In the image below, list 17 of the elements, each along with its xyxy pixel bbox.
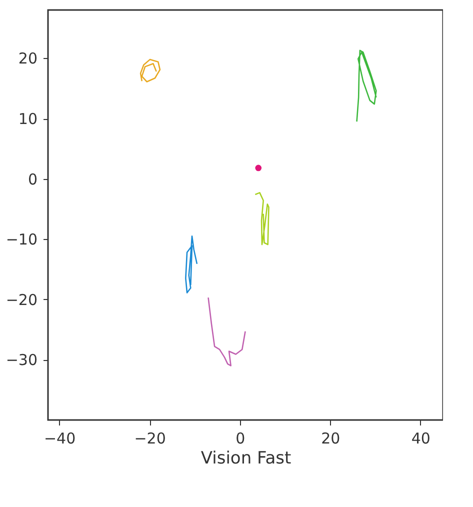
x-tick-label: 0 <box>236 430 246 448</box>
y-tick-label: 20 <box>18 50 38 68</box>
line-series <box>254 192 270 246</box>
line-series <box>208 296 246 366</box>
y-tick-label: 0 <box>28 170 38 188</box>
y-tick-label: −20 <box>6 290 38 309</box>
y-tick-label: 10 <box>18 110 38 128</box>
x-tick-label: 40 <box>411 430 430 448</box>
x-tick-label: −20 <box>134 430 166 448</box>
y-tick-label: −30 <box>6 351 38 370</box>
x-tick-label: −40 <box>44 430 76 448</box>
line-series <box>140 58 161 82</box>
line-series <box>185 235 198 294</box>
y-tick-label: −10 <box>6 230 38 249</box>
x-axis-title: Vision Fast <box>200 448 292 468</box>
line-series <box>356 50 377 122</box>
x-tick-label: 20 <box>321 430 340 448</box>
